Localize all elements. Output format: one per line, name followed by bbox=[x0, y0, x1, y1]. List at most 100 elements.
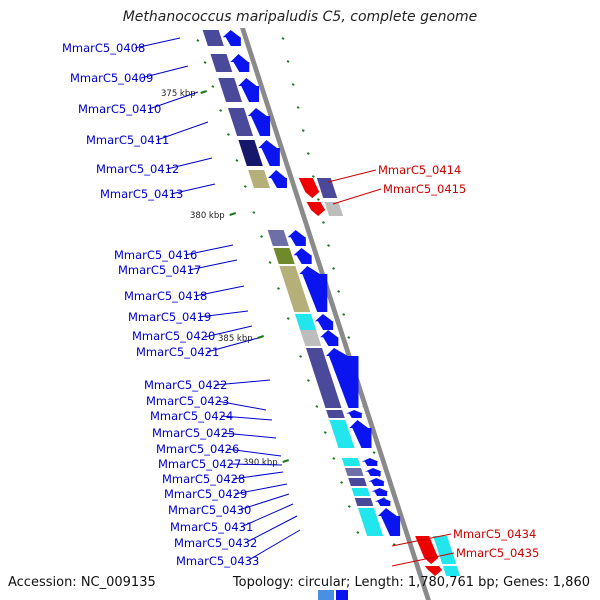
gene-label-forward: MmarC5_0426 bbox=[156, 442, 239, 456]
cog-block bbox=[238, 140, 263, 166]
gene-arrow-forward bbox=[365, 468, 382, 476]
gene-label-forward: MmarC5_0422 bbox=[144, 378, 227, 392]
tick-mark bbox=[235, 159, 239, 162]
cog-block bbox=[267, 230, 289, 246]
gene-arrow-forward bbox=[238, 78, 260, 102]
gene-label-forward: MmarC5_0419 bbox=[128, 310, 211, 324]
gene-label-reverse: MmarC5_0415 bbox=[383, 182, 466, 196]
gene-arrow-forward bbox=[268, 170, 287, 188]
gene-arrow-forward bbox=[378, 508, 401, 536]
cog-block bbox=[354, 498, 374, 506]
gene-arrow-forward bbox=[248, 108, 271, 136]
gene-arrow-forward bbox=[230, 54, 250, 72]
tick-mark bbox=[382, 497, 386, 500]
gene-label-forward: MmarC5_0410 bbox=[78, 102, 161, 116]
cog-block bbox=[300, 330, 322, 346]
cog-block bbox=[273, 248, 295, 264]
cog-block bbox=[324, 202, 344, 216]
cog-block bbox=[326, 410, 345, 418]
tick-mark bbox=[315, 405, 319, 408]
tick-mark bbox=[347, 505, 351, 508]
gene-label-forward: MmarC5_0431 bbox=[170, 520, 253, 534]
cog-block bbox=[279, 266, 311, 312]
cog-block bbox=[210, 54, 233, 72]
gene-label-forward: MmarC5_0429 bbox=[164, 487, 247, 501]
gene-arrow-forward bbox=[258, 140, 280, 166]
gene-leader-line bbox=[238, 493, 290, 511]
cog-block bbox=[316, 178, 338, 198]
gene-arrow-reverse bbox=[415, 536, 439, 564]
gene-label-forward: MmarC5_0425 bbox=[152, 426, 235, 440]
tick-mark bbox=[219, 109, 223, 112]
gene-arrow-reverse bbox=[298, 178, 320, 198]
tick-mark bbox=[316, 198, 320, 201]
tick-mark bbox=[277, 287, 280, 290]
cog-block bbox=[358, 508, 384, 536]
gene-label-forward: MmarC5_0423 bbox=[146, 394, 229, 408]
tick-mark bbox=[337, 290, 341, 293]
tick-mark bbox=[211, 85, 215, 88]
tick-mark bbox=[196, 39, 200, 42]
cog-block bbox=[318, 590, 334, 600]
gene-label-forward: MmarC5_0417 bbox=[118, 263, 201, 277]
gene-leader-line bbox=[148, 91, 199, 110]
gene-arrow-forward bbox=[287, 230, 306, 246]
cog-block bbox=[351, 488, 371, 496]
tick-mark bbox=[281, 37, 285, 40]
kbp-marker-tick bbox=[229, 212, 237, 216]
gene-arrow-forward bbox=[374, 498, 392, 506]
tick-mark bbox=[268, 261, 272, 264]
gene-arrow-forward bbox=[222, 30, 241, 46]
gene-arrow-forward bbox=[346, 410, 363, 418]
gene-leader-line bbox=[391, 533, 452, 547]
tick-mark bbox=[311, 175, 315, 178]
tick-mark bbox=[301, 129, 305, 132]
kbp-marker-label: 375 kbp bbox=[161, 89, 196, 99]
gene-leader-line bbox=[156, 121, 209, 141]
gene-arrow-forward bbox=[361, 458, 379, 466]
gene-arrow-forward bbox=[320, 330, 339, 346]
gene-arrow-forward bbox=[371, 488, 389, 496]
gene-label-forward: MmarC5_0430 bbox=[168, 503, 251, 517]
gene-label-forward: MmarC5_0408 bbox=[62, 41, 145, 55]
tick-mark bbox=[342, 313, 346, 316]
gene-leader-line bbox=[188, 259, 238, 271]
gene-leader-line bbox=[246, 529, 301, 562]
gene-label-forward: MmarC5_0418 bbox=[124, 289, 207, 303]
tick-mark bbox=[332, 457, 336, 460]
tick-mark bbox=[347, 336, 351, 339]
gene-label-forward: MmarC5_0412 bbox=[96, 162, 179, 176]
cog-block bbox=[348, 478, 367, 486]
gene-leader-line bbox=[391, 552, 455, 567]
gene-label-forward: MmarC5_0427 bbox=[158, 457, 241, 471]
tick-mark bbox=[332, 267, 336, 270]
gene-leader-line bbox=[232, 471, 284, 480]
gene-leader-line bbox=[214, 379, 271, 386]
gene-arrow-forward bbox=[368, 478, 386, 486]
gene-label-reverse: MmarC5_0414 bbox=[378, 163, 461, 177]
gene-label-forward: MmarC5_0432 bbox=[174, 536, 257, 550]
gene-leader-line bbox=[206, 337, 259, 353]
gene-arrow-forward bbox=[349, 420, 372, 448]
gene-leader-line bbox=[170, 183, 216, 195]
gene-label-forward: MmarC5_0409 bbox=[70, 71, 153, 85]
gene-leader-line bbox=[184, 244, 234, 256]
map-title: Methanococcus maripaludis C5, complete g… bbox=[122, 9, 478, 25]
tick-mark bbox=[291, 83, 295, 86]
kbp-marker-tick bbox=[200, 90, 208, 94]
accession-text: Accession: NC_009135 bbox=[8, 575, 156, 590]
kbp-marker-tick bbox=[282, 459, 290, 463]
gene-label-forward: MmarC5_0413 bbox=[100, 187, 183, 201]
gene-arrow-forward bbox=[299, 266, 328, 312]
gene-leader-line bbox=[240, 503, 294, 528]
tick-mark bbox=[243, 185, 247, 188]
tick-mark bbox=[322, 221, 325, 224]
tick-mark bbox=[286, 60, 290, 63]
gene-arrow-forward bbox=[326, 348, 359, 408]
gene-label-reverse: MmarC5_0435 bbox=[456, 546, 539, 560]
gene-leader-line bbox=[198, 310, 249, 318]
cog-block bbox=[329, 420, 355, 448]
tick-mark bbox=[323, 431, 327, 434]
cog-block bbox=[294, 314, 317, 330]
